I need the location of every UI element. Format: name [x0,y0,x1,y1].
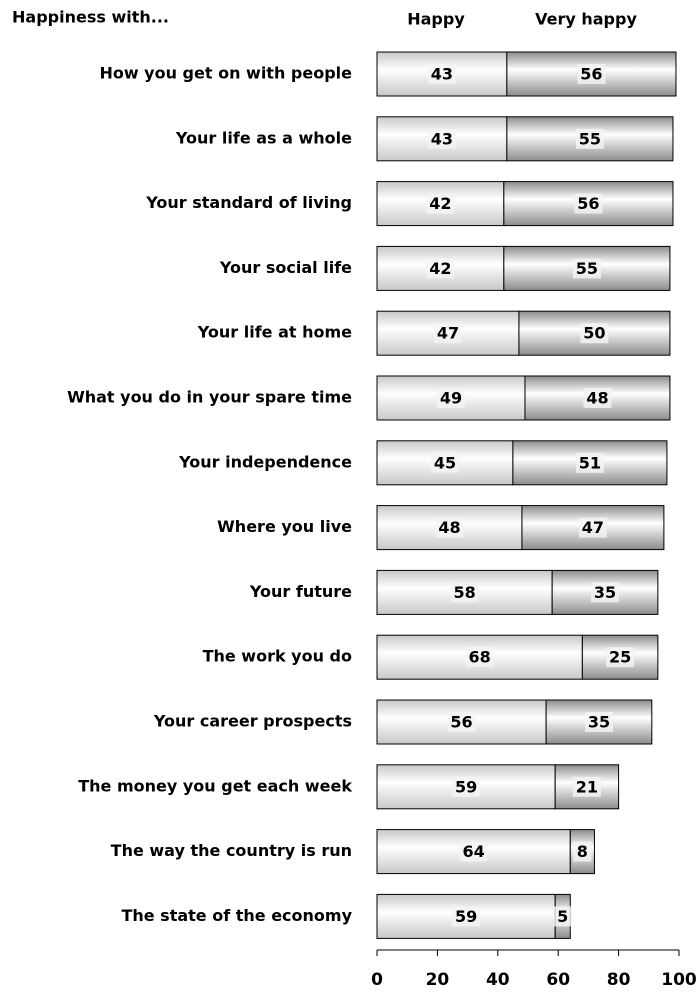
value-label-bg [436,388,465,408]
value-label-bg [577,64,606,84]
value-label: 42 [429,194,451,213]
chart-title: Happiness with... [12,8,169,27]
value-label-bg [459,841,488,862]
value-label: 64 [463,842,485,861]
x-tick-label: 20 [426,970,450,990]
value-label: 48 [438,518,460,537]
value-label: 56 [577,194,599,213]
value-label: 55 [576,259,598,278]
value-label: 35 [588,713,610,732]
value-label: 21 [576,777,598,796]
value-label: 5 [557,907,568,926]
category-label: What you do in your spare time [67,388,352,407]
value-label: 47 [437,324,459,343]
value-label-bg [427,64,456,84]
value-label-bg [580,323,609,344]
value-label: 49 [440,389,462,408]
value-label: 55 [579,129,601,148]
category-label: The money you get each week [78,776,352,795]
legend-label: Very happy [535,10,637,29]
value-label-bg [433,323,462,344]
value-label: 56 [580,65,602,84]
value-label-bg [427,128,456,149]
value-label: 59 [455,777,477,796]
value-label-bg [426,258,455,279]
value-label-bg [575,452,604,473]
category-label: Where you live [217,517,352,536]
value-label-bg [591,582,620,603]
value-label: 35 [594,583,616,602]
value-label: 58 [453,583,475,602]
value-label-bg [572,258,601,279]
category-label: Your social life [219,258,352,277]
value-label-bg [574,193,603,214]
category-label: Your future [249,582,352,601]
value-label-bg [572,776,601,797]
value-label-bg [575,128,604,149]
value-label: 68 [469,648,491,667]
category-label: Your independence [178,452,352,471]
x-tick-label: 100 [661,970,696,990]
value-label: 50 [583,324,605,343]
value-label-bg [452,776,481,797]
value-label-bg [435,517,464,538]
value-label-bg [465,647,494,668]
x-tick-label: 0 [371,970,383,990]
category-label: Your life at home [197,323,352,342]
value-label: 51 [579,453,601,472]
category-label: The way the country is run [111,841,352,860]
value-label-bg [606,647,635,668]
category-label: Your career prospects [153,712,352,731]
category-label: Your life as a whole [175,128,352,147]
value-label-bg [450,582,479,603]
value-label: 25 [609,648,631,667]
value-label-bg [430,452,459,473]
value-label-bg [447,712,476,732]
value-label-bg [426,193,455,214]
value-label: 45 [434,453,456,472]
value-label: 48 [586,389,608,408]
category-label: Your standard of living [145,193,352,212]
x-tick-label: 80 [607,970,631,990]
bar-segment [521,505,665,551]
category-label: How you get on with people [99,64,352,83]
value-label: 43 [431,129,453,148]
legend-label: Happy [407,10,465,29]
value-label-bg [553,906,572,927]
value-label: 47 [582,518,604,537]
x-tick-label: 60 [546,970,570,990]
value-label-bg [578,517,607,538]
x-tick-label: 40 [486,970,510,990]
bar-segment [376,245,505,291]
value-label-bg [573,841,592,862]
category-label: The work you do [203,647,352,666]
value-label: 8 [577,842,588,861]
value-label-bg [583,388,612,408]
value-label: 59 [455,907,477,926]
value-label: 56 [450,713,472,732]
value-label-bg [452,906,481,927]
value-label-bg [584,712,613,732]
value-label: 43 [431,65,453,84]
category-label: The state of the economy [121,906,352,925]
value-label: 42 [429,259,451,278]
